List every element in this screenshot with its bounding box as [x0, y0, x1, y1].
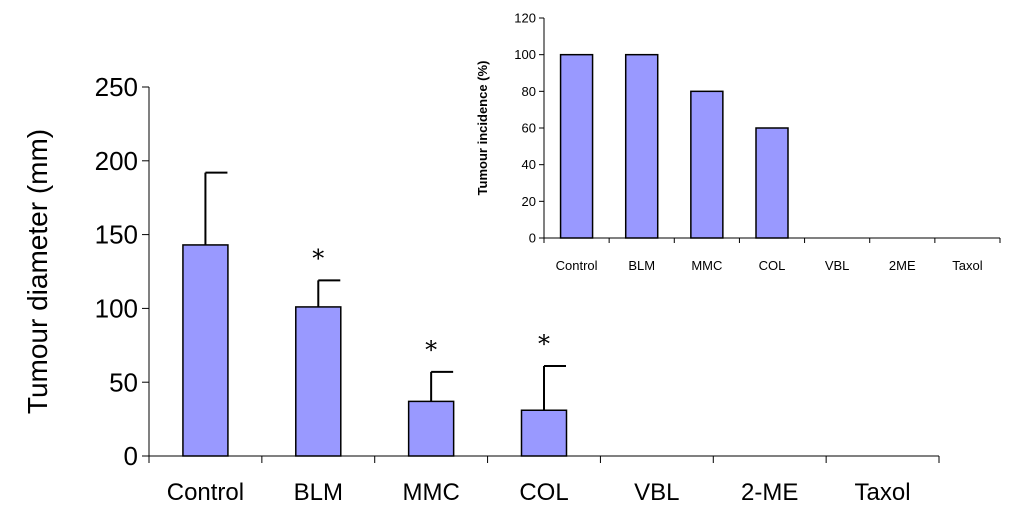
y-axis-title: Tumour incidence (%)	[475, 61, 490, 196]
x-tick-label: Taxol	[952, 258, 982, 273]
y-tick-label: 0	[529, 231, 536, 246]
y-tick-label: 250	[95, 72, 138, 102]
bar-blm	[624, 53, 659, 239]
y-tick-label: 100	[95, 294, 138, 324]
y-tick-label: 120	[514, 11, 536, 26]
significance-marker: *	[312, 244, 324, 272]
x-tick-label: MMC	[691, 258, 722, 273]
significance-marker: *	[538, 330, 550, 358]
x-tick-label: BLM	[294, 479, 343, 506]
x-tick-label: Taxol	[855, 479, 911, 506]
y-tick-label: 60	[522, 121, 536, 136]
y-tick-label: 0	[124, 441, 138, 471]
y-tick-label: 100	[514, 47, 536, 62]
x-tick-label: Control	[167, 479, 244, 506]
y-tick-label: 80	[522, 84, 536, 99]
bar-control	[559, 53, 594, 239]
y-tick-label: 200	[95, 146, 138, 176]
x-tick-label: COL	[759, 258, 786, 273]
x-tick-label: Control	[556, 258, 598, 273]
inset-chart: 0 20 40 60 80 100 120 Control BLM MMC COL VBL 2ME Tax…	[475, 11, 1001, 273]
x-tick-label: 2ME	[889, 258, 916, 273]
x-tick-label: VBL	[825, 258, 850, 273]
y-tick-label: 40	[522, 157, 536, 172]
bar-col	[520, 409, 568, 457]
x-tick-label: MMC	[402, 479, 459, 506]
bar-mmc	[690, 90, 724, 239]
significance-marker: *	[425, 336, 437, 364]
bar-col	[755, 127, 789, 239]
bar-control	[182, 244, 229, 457]
x-tick-label: COL	[519, 479, 568, 506]
y-tick-label: 150	[95, 220, 138, 250]
x-tick-label: BLM	[628, 258, 655, 273]
y-tick-label: 50	[109, 367, 138, 397]
bar-mmc	[407, 400, 455, 457]
x-tick-label: VBL	[634, 479, 679, 506]
x-tick-label: 2-ME	[741, 479, 798, 506]
y-axis-title: Tumour diameter (mm)	[22, 129, 53, 414]
bar-blm	[295, 306, 342, 457]
y-tick-label: 20	[522, 194, 536, 209]
